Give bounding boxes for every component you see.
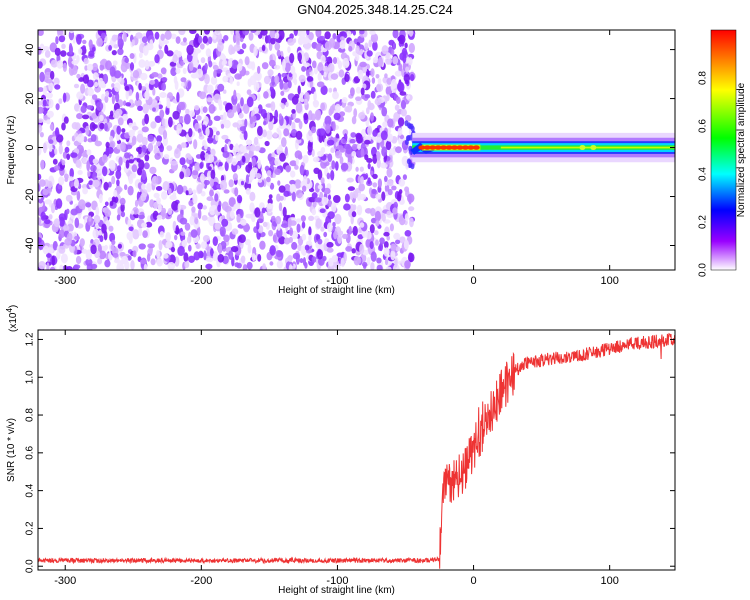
y-tick-label: 0.6	[25, 445, 36, 459]
x-tick-label: 100	[600, 575, 618, 587]
y-tick-label: 0.4	[25, 483, 36, 497]
heatmap-noise-region	[38, 30, 416, 270]
y-axis-label: Frequency (Hz)	[6, 116, 17, 185]
heatmap-peak	[418, 144, 597, 151]
y-tick-label: 0.2	[25, 521, 36, 535]
y-axis-label: SNR (10 * v/v)	[6, 418, 17, 482]
y-tick-label: 0.0	[25, 559, 36, 573]
x-tick-label: 0	[470, 275, 476, 287]
x-tick-label: -300	[54, 575, 76, 587]
y-tick-label: 0.8	[25, 408, 36, 422]
x-axis-label: Height of straight line (km)	[278, 285, 395, 296]
y-tick-label: 20	[24, 92, 36, 104]
y-scale-factor: (x104)	[5, 305, 19, 332]
colorbar-label: Normalized spectral amplitude	[736, 82, 747, 217]
heatmap-frame	[37, 29, 676, 271]
x-tick-label: -100	[326, 275, 348, 287]
colorbar	[710, 29, 737, 271]
snr-frame	[37, 329, 676, 571]
y-tick-label: 40	[24, 43, 36, 55]
colorbar-tick-label: 0.8	[698, 71, 709, 85]
chart-title: GN04.2025.348.14.25.C24	[297, 2, 453, 17]
x-tick-label: -100	[326, 575, 348, 587]
colorbar-tick-label: 0.6	[698, 119, 709, 133]
y-tick-label: -20	[24, 189, 36, 205]
y-tick-label: 1.0	[25, 370, 36, 384]
heatmap	[38, 30, 675, 270]
colorbar-tick-label: 0.4	[698, 167, 709, 181]
colorbar-tick-label: 0.0	[698, 263, 709, 277]
x-tick-label: 100	[600, 275, 618, 287]
y-tick-label: -40	[24, 238, 36, 254]
colorbar-tick-label: 0.2	[698, 215, 709, 229]
snr-line	[38, 332, 675, 569]
x-tick-label: -300	[54, 275, 76, 287]
x-axis-label: Height of straight line (km)	[278, 585, 395, 596]
x-tick-label: 0	[470, 575, 476, 587]
y-tick-label: 0	[24, 144, 36, 150]
x-tick-label: -200	[190, 575, 212, 587]
y-tick-label: 1.2	[25, 332, 36, 346]
x-tick-label: -200	[190, 275, 212, 287]
